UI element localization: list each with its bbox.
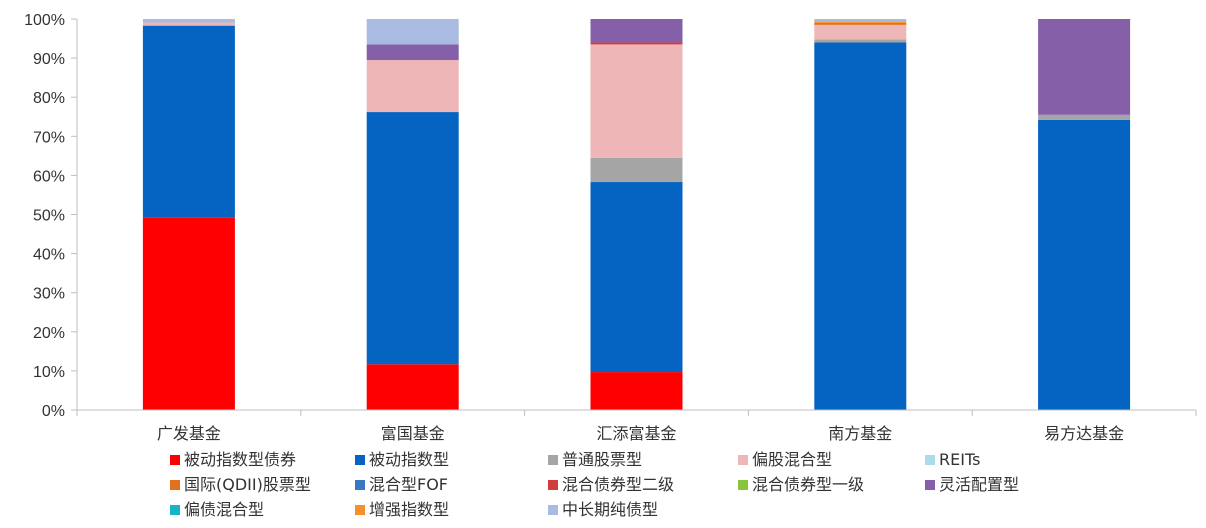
bar-segment xyxy=(814,24,907,40)
bar-segment xyxy=(590,42,683,45)
legend-item: 中长期纯债型 xyxy=(548,500,658,519)
legend-swatch xyxy=(548,455,558,465)
legend-item: 混合债券型一级 xyxy=(738,475,864,494)
bar-segment xyxy=(1038,19,1131,115)
y-tick-label: 20% xyxy=(33,325,65,342)
x-category-label: 广发基金 xyxy=(157,424,221,443)
legend-item: REITs xyxy=(925,450,980,469)
legend-swatch xyxy=(548,505,558,515)
bar-segment xyxy=(814,42,907,411)
x-category-label: 汇添富基金 xyxy=(596,424,676,443)
y-tick-label: 80% xyxy=(33,90,65,107)
legend-swatch xyxy=(738,480,748,490)
y-tick-label: 30% xyxy=(33,286,65,303)
bar-segment xyxy=(366,112,459,365)
bar-segment xyxy=(590,182,683,373)
y-tick-label: 90% xyxy=(33,51,65,68)
legend-item: 混合债券型二级 xyxy=(548,475,674,494)
legend-label: 普通股票型 xyxy=(562,450,642,469)
legend-swatch xyxy=(548,480,558,490)
legend-item: 普通股票型 xyxy=(548,450,642,469)
legend-item: 被动指数型 xyxy=(355,450,449,469)
y-tick-label: 40% xyxy=(33,247,65,264)
x-axis: 广发基金 富国基金 汇添富基金 南方基金 易方达基金 xyxy=(76,409,1197,443)
bar-segment xyxy=(814,21,907,23)
legend-label: 灵活配置型 xyxy=(939,475,1019,494)
legend-label: 被动指数型债券 xyxy=(184,450,296,469)
legend-item: 偏债混合型 xyxy=(170,500,264,519)
legend-label: 被动指数型 xyxy=(369,450,449,469)
legend-item: 偏股混合型 xyxy=(738,450,832,469)
bar-segment xyxy=(142,217,235,410)
bar-segment xyxy=(1038,119,1131,411)
bar-segment xyxy=(590,157,683,183)
legend-swatch xyxy=(925,455,935,465)
legend-swatch xyxy=(170,505,180,515)
bar-segment xyxy=(814,22,907,25)
bar-segment xyxy=(366,364,459,410)
bars xyxy=(142,19,1131,411)
y-tick-label: 0% xyxy=(42,403,65,420)
x-category-label: 富国基金 xyxy=(381,424,445,443)
bar-segment xyxy=(814,39,907,43)
legend-item: 增强指数型 xyxy=(355,500,449,519)
legend-label: 增强指数型 xyxy=(369,500,449,519)
legend-label: 偏债混合型 xyxy=(184,500,264,519)
bar-segment xyxy=(590,44,683,158)
y-tick-label: 60% xyxy=(33,168,65,185)
legend-swatch xyxy=(355,480,365,490)
bar-segment xyxy=(366,44,459,61)
legend-label: REITs xyxy=(939,450,980,469)
legend-label: 混合债券型一级 xyxy=(752,475,864,494)
legend: 被动指数型债券 被动指数型 普通股票型 偏股混合型 REITs 国际(QDII)股票型 混合… xyxy=(170,450,1019,519)
legend-item: 国际(QDII)股票型 xyxy=(170,475,311,494)
bar-segment xyxy=(142,19,235,23)
bar-segment xyxy=(590,19,683,43)
legend-label: 国际(QDII)股票型 xyxy=(184,475,311,494)
y-tick-label: 10% xyxy=(33,364,65,381)
bar-segment xyxy=(366,60,459,113)
bar-segment xyxy=(142,25,235,218)
legend-swatch xyxy=(738,455,748,465)
bar-segment xyxy=(814,19,907,22)
legend-item: 被动指数型债券 xyxy=(170,450,296,469)
bar-segment xyxy=(1038,114,1131,120)
legend-swatch xyxy=(925,480,935,490)
legend-label: 混合型FOF xyxy=(369,475,448,494)
legend-label: 混合债券型二级 xyxy=(562,475,674,494)
legend-swatch xyxy=(355,505,365,515)
legend-label: 中长期纯债型 xyxy=(562,500,658,519)
legend-swatch xyxy=(355,455,365,465)
y-tick-label: 70% xyxy=(33,129,65,146)
x-category-label: 易方达基金 xyxy=(1044,424,1124,443)
x-category-label: 南方基金 xyxy=(828,424,892,443)
legend-swatch xyxy=(170,455,180,465)
y-tick-label: 100% xyxy=(24,12,65,29)
legend-item: 混合型FOF xyxy=(355,475,448,494)
bar-segment xyxy=(142,22,235,26)
bar-segment xyxy=(590,372,683,410)
legend-label: 偏股混合型 xyxy=(752,450,832,469)
y-axis: 0% 10% 20% 30% 40% 50% 60% 70% 80% 90% 100% xyxy=(24,12,78,420)
legend-item: 灵活配置型 xyxy=(925,475,1019,494)
legend-swatch xyxy=(170,480,180,490)
y-tick-label: 50% xyxy=(33,208,65,225)
bar-segment xyxy=(366,19,459,45)
